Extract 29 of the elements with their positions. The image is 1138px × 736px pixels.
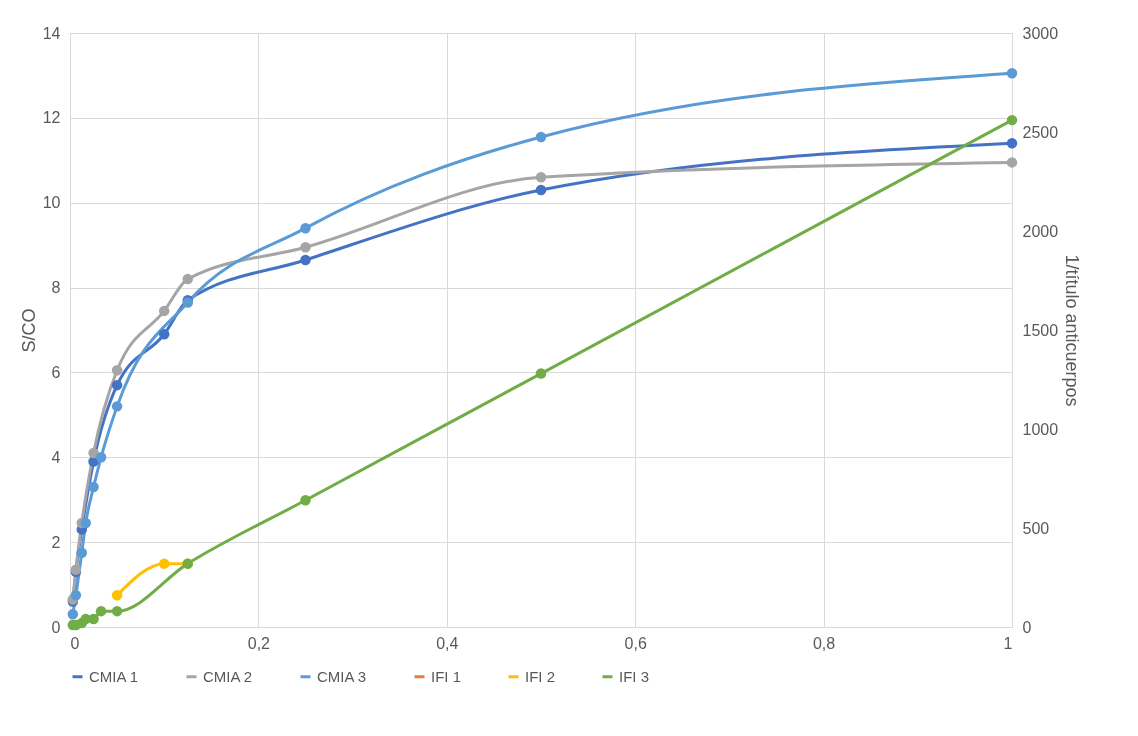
y-tick-label: 10 (42, 194, 61, 212)
y2-tick-label: 500 (1022, 519, 1050, 537)
x-tick-label: 1 (1003, 634, 1013, 652)
x-tick-label: 0 (70, 634, 80, 652)
legend-label: CMIA 3 (317, 667, 367, 685)
x-tick-label: 0,8 (812, 634, 836, 652)
y-tick-label: 14 (42, 24, 61, 42)
legend-label: CMIA 2 (203, 667, 253, 685)
y-tick-label: 2 (51, 533, 61, 551)
y2-tick-label: 0 (1022, 618, 1032, 636)
x-tick-label: 0,2 (247, 634, 271, 652)
y-tick-label: 8 (51, 279, 61, 297)
y-tick-label: 0 (51, 618, 61, 636)
legend-label: IFI 1 (431, 667, 462, 685)
y2-tick-label: 1000 (1022, 420, 1059, 438)
y2-tick-label: 2500 (1022, 123, 1059, 141)
y-tick-label: 4 (51, 448, 61, 466)
legend-label: IFI 3 (619, 667, 650, 685)
y2-tick-label: 1500 (1022, 321, 1059, 339)
x-tick-label: 0,4 (436, 634, 459, 652)
x-tick-label: 0,6 (624, 634, 647, 652)
y-tick-label: 12 (42, 109, 61, 127)
y-axis-title: S/CO (18, 308, 39, 353)
legend-label: CMIA 1 (89, 667, 139, 685)
y-tick-label: 6 (51, 363, 61, 381)
y2-tick-label: 2000 (1022, 222, 1059, 240)
y2-tick-label: 3000 (1022, 24, 1059, 42)
legend-label: IFI 2 (525, 667, 556, 685)
y2-axis-title: 1/título anticuerpos (1062, 254, 1083, 407)
